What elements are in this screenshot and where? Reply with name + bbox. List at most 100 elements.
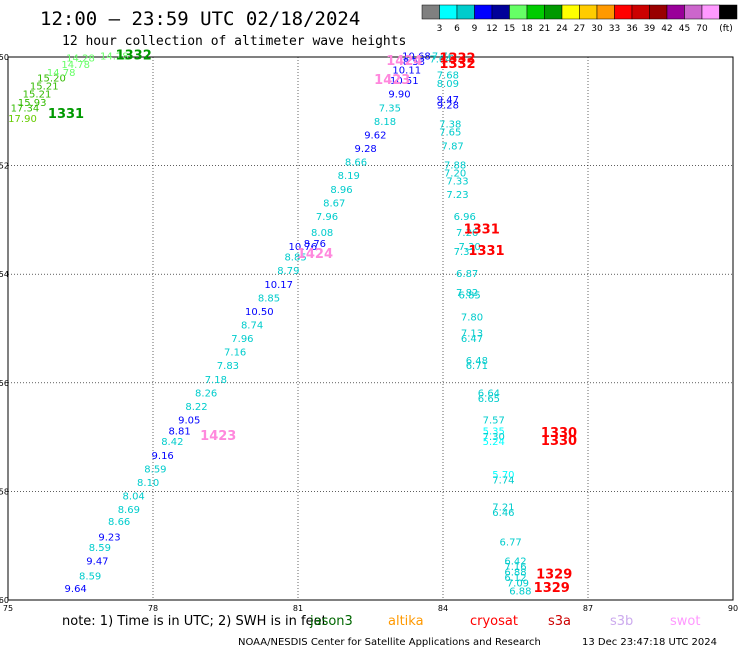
swh-point: 8.22: [185, 402, 207, 413]
pass-number-label: 1329: [534, 581, 570, 596]
swh-point: 8.10: [137, 478, 159, 489]
swh-point: 8.81: [168, 426, 190, 437]
swh-point: 10.51: [390, 76, 419, 87]
swh-point: 6.71: [466, 361, 488, 372]
pass-number-label: 1424: [297, 247, 333, 262]
swh-point: 6.85: [458, 291, 480, 302]
swh-point: 7.96: [231, 334, 253, 345]
colorbar-swatch: [526, 4, 545, 20]
data-points: 17.9017.3415.9315.2115.2115.2014.7814.78…: [8, 52, 531, 598]
swh-point: 6.96: [454, 212, 476, 223]
y-tick-label: -60: [0, 596, 9, 605]
satellite-label-s3b: s3b: [610, 614, 633, 629]
swh-point: 8.74: [241, 321, 263, 332]
pass-number-label: 1332: [116, 49, 152, 64]
colorbar-swatch: [614, 4, 633, 20]
swh-point: 14.78: [47, 68, 76, 79]
swh-point: 6.42: [504, 557, 526, 568]
pass-labels: 1332133114241423142414231332133213311331…: [48, 49, 577, 596]
colorbar-level-label: 18: [521, 24, 533, 34]
footer-credit: NOAA/NESDIS Center for Satellite Applica…: [238, 637, 541, 648]
colorbar-swatch: [509, 4, 528, 20]
swh-point: 10.11: [392, 65, 421, 76]
satellite-label-jason3: jason3: [309, 614, 353, 629]
swh-point: 7.18: [205, 375, 227, 386]
swh-point: 6.87: [456, 269, 478, 280]
swh-point: 7.32: [454, 247, 476, 258]
swh-point: 7.76: [432, 52, 454, 63]
colorbar-swatch: [456, 4, 475, 20]
colorbar-level-label: 21: [539, 24, 550, 34]
y-tick-label: -50: [0, 53, 9, 62]
swh-point: 9.90: [388, 90, 410, 101]
swh-point: 5.35: [483, 426, 505, 437]
swh-point: 7.30: [458, 242, 480, 253]
colorbar-unit-label: (ft): [719, 24, 733, 34]
swh-point: 8.09: [437, 79, 459, 90]
y-tick-label: -54: [0, 270, 9, 279]
swh-point: 10.68: [402, 52, 431, 63]
swh-point: 9.28: [355, 144, 377, 155]
swh-point: 15.20: [37, 73, 66, 84]
swh-point: 7.74: [492, 475, 514, 486]
pass-number-label: 1331: [48, 107, 84, 122]
swh-point: 6.88: [504, 568, 526, 579]
colorbar-swatch: [596, 4, 615, 20]
swh-point: 7.68: [437, 71, 459, 82]
swh-point: 8.59: [89, 543, 111, 554]
swh-point: 7.82: [456, 288, 478, 299]
swh-point: 6.12: [504, 573, 526, 584]
swh-point: 8.66: [108, 517, 130, 528]
swh-point: 17.34: [11, 103, 40, 114]
pass-number-label: 1330: [541, 434, 577, 449]
colorbar-swatch: [684, 4, 703, 20]
swh-point: 8.04: [123, 492, 145, 503]
colorbar-swatch: [421, 4, 440, 20]
plot-grid: [7, 56, 734, 601]
swh-point: 7.88: [444, 160, 466, 171]
swh-point: 7.30: [483, 432, 505, 443]
pass-number-label: 1424: [386, 54, 422, 69]
colorbar-level-label: 36: [626, 24, 638, 34]
pass-number-label: 1332: [439, 51, 475, 66]
swh-point: 7.96: [316, 212, 338, 223]
colorbar-swatch: [439, 4, 458, 20]
swh-point: 7.83: [217, 361, 239, 372]
colorbar-level-label: 12: [486, 24, 497, 34]
swh-point: 8.26: [195, 388, 217, 399]
colorbar-swatch: [579, 4, 598, 20]
swh-point: 15.21: [30, 82, 59, 93]
swh-point: 8.18: [374, 117, 396, 128]
swh-point: 17.90: [8, 114, 37, 125]
swh-point: 7.80: [461, 312, 483, 323]
y-tick-label: -58: [0, 487, 9, 496]
swh-point: 8.69: [118, 505, 140, 516]
satellite-label-altika: altika: [388, 614, 424, 629]
swh-point: 6.46: [492, 508, 514, 519]
swh-point: 7.21: [492, 502, 514, 513]
swh-point: 15.93: [18, 98, 47, 109]
swh-point: 6.64: [478, 388, 500, 399]
pass-number-label: 1329: [536, 567, 572, 582]
plot-frame: [7, 56, 734, 601]
pass-number-label: 1332: [439, 57, 475, 72]
swh-point: 8.67: [323, 198, 345, 209]
swh-point: 9.62: [364, 130, 386, 141]
swh-point: 7.23: [446, 190, 468, 201]
colorbar-level-label: 42: [661, 24, 672, 34]
swh-point: 5.70: [492, 470, 514, 481]
y-tick-label: -52: [0, 162, 9, 171]
swh-point: 7.26: [456, 228, 478, 239]
swh-point: 15.21: [23, 90, 52, 101]
swh-point: 7.65: [439, 128, 461, 139]
swh-point: 6.48: [466, 356, 488, 367]
footer-timestamp: 13 Dec 23:47:18 UTC 2024: [582, 637, 717, 648]
colorbar-level-label: 9: [472, 24, 478, 34]
colorbar-swatch: [649, 4, 668, 20]
swh-point: 7.16: [224, 348, 246, 359]
swh-point: 8.85: [284, 253, 306, 264]
swh-point: 7.13: [461, 329, 483, 340]
colorbar-level-label: 30: [591, 24, 603, 34]
colorbar-swatch: [631, 4, 650, 20]
